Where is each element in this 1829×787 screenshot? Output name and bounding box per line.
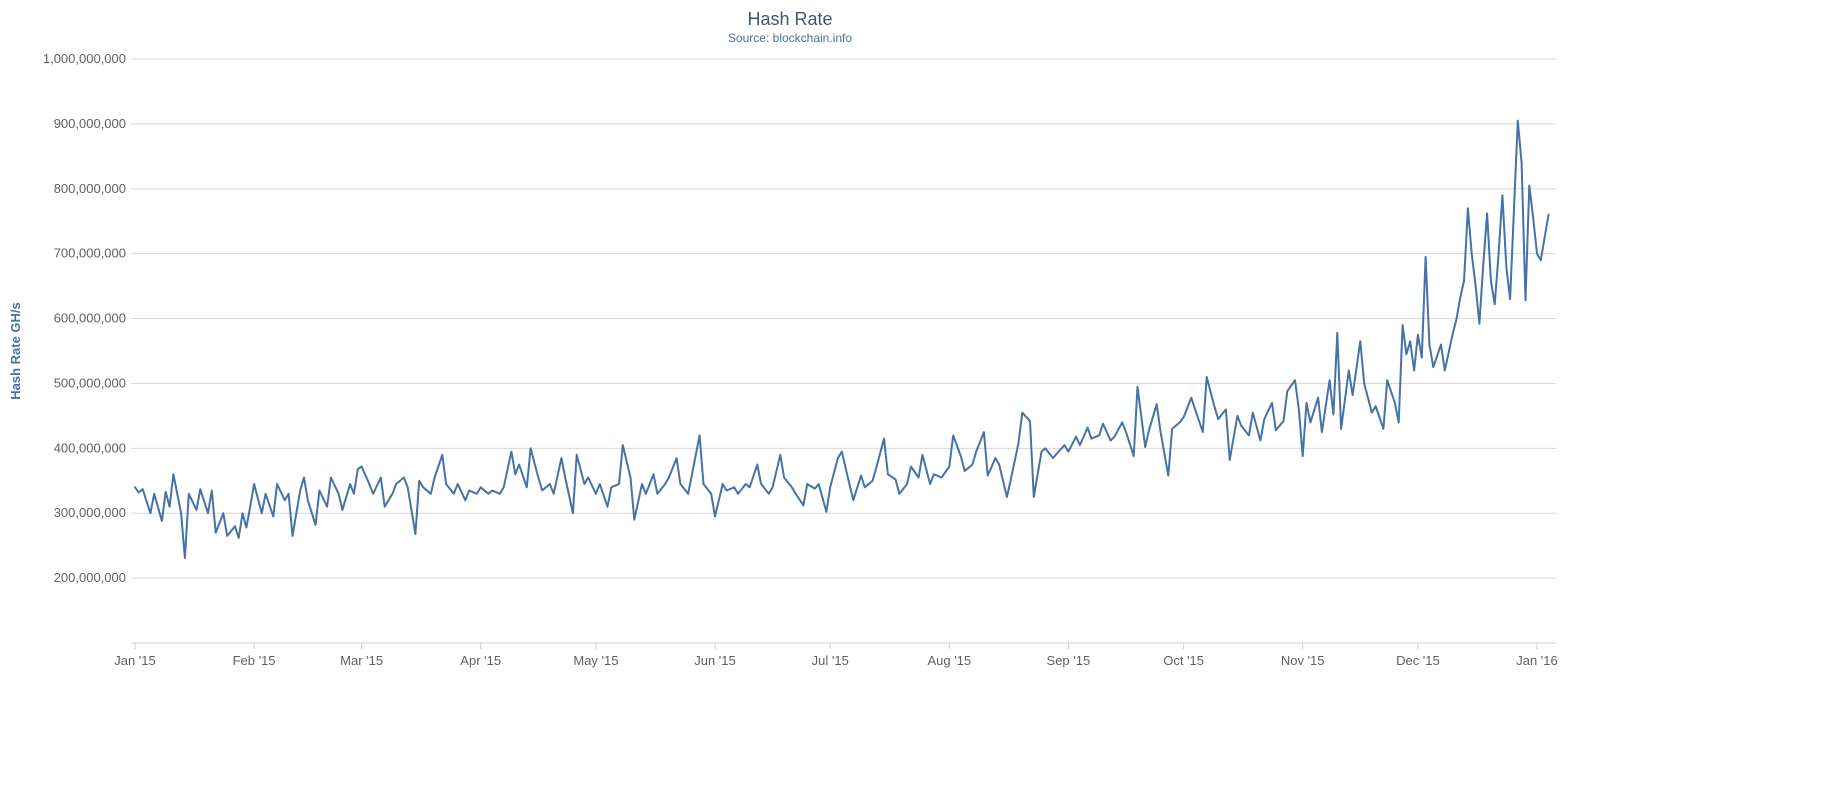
x-tick-label: Apr '15	[460, 653, 501, 668]
x-tick-label: Oct '15	[1163, 653, 1204, 668]
x-tick-label: Feb '15	[233, 653, 276, 668]
x-tick-label: Jan '16	[1516, 653, 1558, 668]
x-tick-label: May '15	[573, 653, 618, 668]
x-tick-label: Jul '15	[812, 653, 849, 668]
y-tick-label: 800,000,000	[54, 181, 126, 196]
chart-title: Hash Rate	[747, 9, 833, 29]
y-tick-label: 700,000,000	[54, 246, 126, 261]
x-tick-label: Nov '15	[1281, 653, 1325, 668]
y-tick-label: 300,000,000	[54, 505, 126, 520]
y-tick-label: 500,000,000	[54, 375, 126, 390]
y-axis-title: Hash Rate GH/s	[8, 302, 23, 400]
x-tick-label: Dec '15	[1396, 653, 1440, 668]
x-tick-label: Sep '15	[1047, 653, 1091, 668]
y-tick-label: 1,000,000,000	[43, 51, 126, 66]
y-tick-label: 200,000,000	[54, 570, 126, 585]
x-tick-label: Aug '15	[927, 653, 971, 668]
series-line-hash-rate	[134, 119, 1550, 559]
x-tick-label: Jun '15	[694, 653, 736, 668]
x-tick-label: Jan '15	[114, 653, 156, 668]
x-tick-label: Mar '15	[340, 653, 383, 668]
y-tick-label: 600,000,000	[54, 311, 126, 326]
chart-subtitle: Source: blockchain.info	[727, 31, 853, 45]
y-tick-label: 900,000,000	[54, 116, 126, 131]
y-tick-label: 400,000,000	[54, 440, 126, 455]
